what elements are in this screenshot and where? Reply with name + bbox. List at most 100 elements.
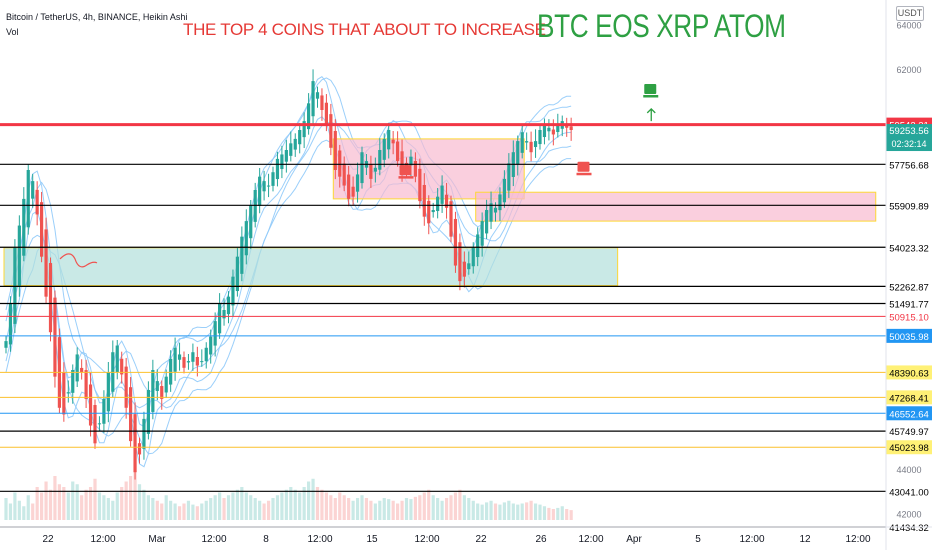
candle-body <box>244 221 248 256</box>
candle-body <box>476 234 480 258</box>
cup-icon-green-saucer <box>643 95 659 98</box>
candle-body <box>311 81 315 117</box>
candle-body <box>88 384 93 426</box>
cup-icon-red-2 <box>577 161 590 172</box>
candle-body <box>444 194 449 208</box>
x-tick-label: Mar <box>148 534 166 545</box>
x-tick-label: 26 <box>535 534 547 545</box>
candle-body <box>84 370 88 399</box>
volume-bar <box>84 489 88 520</box>
volume-bar <box>249 495 253 520</box>
volume-bar <box>97 492 102 520</box>
candle-body <box>280 154 284 169</box>
volume-bar <box>164 495 168 520</box>
volume-bar <box>222 498 226 520</box>
candle-body <box>436 196 440 212</box>
volume-bar <box>307 481 311 520</box>
currency-badge[interactable]: USDT <box>896 6 924 21</box>
candle-body <box>222 310 226 319</box>
volume-bar <box>44 481 48 520</box>
level-label: 52262.87 <box>889 282 929 293</box>
candle-body <box>355 174 360 192</box>
volume-bar <box>378 500 382 520</box>
candle-body <box>520 132 524 153</box>
volume-bar <box>480 504 484 520</box>
volume-bar <box>151 498 155 520</box>
level-label-bg <box>886 296 932 311</box>
volume-bar <box>324 492 328 520</box>
candle-body <box>369 164 373 179</box>
volume-bar <box>329 495 333 520</box>
y-tick-label: 64000 <box>896 21 921 31</box>
volume-bar <box>347 498 351 520</box>
volume-bar <box>62 487 66 520</box>
volume-label[interactable]: Vol <box>6 27 19 37</box>
candle-body <box>307 103 311 130</box>
volume-bar <box>400 500 404 520</box>
y-tick-label: 62000 <box>896 65 921 75</box>
candle-body <box>164 376 168 393</box>
candle-body <box>440 185 444 204</box>
candle-body <box>382 138 386 160</box>
volume-bar <box>364 498 369 520</box>
level-label: 57756.68 <box>889 160 929 171</box>
candle-body <box>418 168 422 202</box>
volume-bar <box>271 498 275 520</box>
candle-body <box>44 229 48 297</box>
volume-bar <box>213 495 217 520</box>
candle-body <box>556 125 560 132</box>
volume-bar <box>293 489 297 520</box>
candle-body <box>507 163 511 191</box>
volume-bar <box>471 500 475 520</box>
level-label-bg <box>886 365 932 380</box>
candle-body <box>231 276 235 306</box>
candle-body <box>186 361 191 363</box>
volume-bar <box>226 495 231 520</box>
x-tick-label: 15 <box>366 534 378 545</box>
candle-body <box>373 167 377 172</box>
candle-body <box>146 390 150 434</box>
candle-body <box>271 172 275 186</box>
candle-body <box>62 372 66 415</box>
volume-bar <box>40 492 44 520</box>
candle-body <box>173 347 177 372</box>
volume-bar <box>258 500 262 520</box>
volume-bar <box>538 504 542 520</box>
volume-bar <box>8 503 13 520</box>
level-label: 47268.41 <box>889 393 929 404</box>
symbol-title[interactable]: Bitcoin / TetherUS, 4h, BINANCE, Heikin … <box>6 12 188 22</box>
volume-bar <box>369 500 373 520</box>
candle-body <box>53 297 57 377</box>
level-label: 43041.00 <box>889 487 929 498</box>
volume-bar <box>48 489 53 520</box>
volume-bar <box>444 498 449 520</box>
arrow-up-icon <box>646 107 656 122</box>
candle-body <box>22 198 26 256</box>
candle-body <box>533 141 538 148</box>
candle-body <box>191 352 195 362</box>
volume-bar <box>22 506 26 520</box>
volume-bar <box>333 498 337 520</box>
annotation-green-title: BTC EOS XRP ATOM <box>537 8 786 44</box>
volume-bar <box>355 498 360 520</box>
candle-body <box>338 150 342 177</box>
candle-body <box>396 141 400 162</box>
volume-bar <box>106 498 110 520</box>
candle-body <box>538 130 542 145</box>
teal-zone <box>3 247 619 287</box>
candle-body <box>289 143 293 156</box>
volume-bar <box>525 502 529 520</box>
volume-bar <box>284 489 288 520</box>
volume-bar <box>280 492 284 520</box>
volume-bar <box>542 506 547 520</box>
candle-body <box>485 210 489 234</box>
level-label-bg <box>886 157 932 172</box>
volume-bar <box>516 504 520 520</box>
volume-bar <box>57 484 61 520</box>
candle-body <box>453 218 458 266</box>
volume-bar <box>231 492 235 520</box>
volume-bar <box>413 496 417 520</box>
volume-bar <box>240 487 244 520</box>
candle-body <box>226 296 231 315</box>
